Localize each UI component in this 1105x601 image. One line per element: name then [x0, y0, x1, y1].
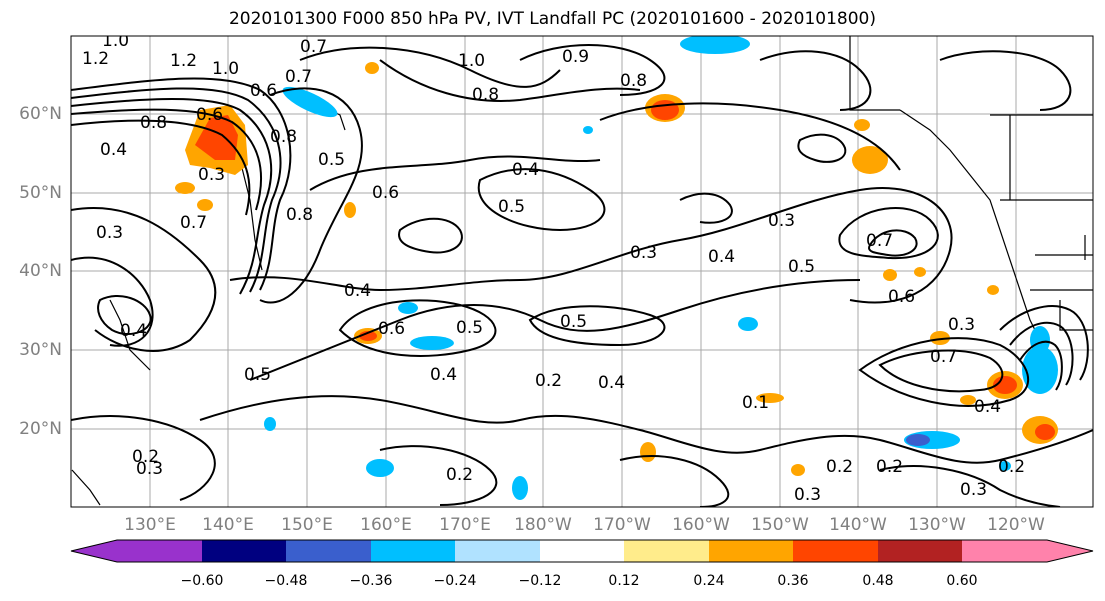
contour-label: 1.0 [212, 59, 239, 79]
contour-label: 0.4 [120, 321, 147, 341]
contour-label: 1.2 [82, 49, 109, 69]
contour-label: 0.6 [196, 105, 223, 125]
colorbar-bin [286, 540, 371, 562]
colorbar-bin [793, 540, 878, 562]
colorbar-bin [878, 540, 962, 562]
colorbar-outline [70, 539, 1094, 563]
map-title: 2020101300 F000 850 hPa PV, IVT Landfall… [228, 9, 876, 29]
colorbar-extend-high [1047, 540, 1093, 562]
contour-label: 0.5 [318, 150, 345, 170]
lon-label: 120°W [987, 515, 1045, 535]
lon-label: 150°E [281, 515, 333, 535]
colorbar-tick-label: 0.60 [946, 573, 978, 589]
colorbar-tick-label: −0.36 [349, 573, 393, 589]
colorbar-bin [624, 540, 709, 562]
colorbar-bin [962, 540, 1047, 562]
contour-label: 0.6 [250, 81, 277, 101]
pv-contours [71, 44, 1093, 507]
contour-label: 0.4 [430, 365, 457, 385]
lon-label: 160°W [672, 515, 730, 535]
contour-label: 0.7 [866, 231, 893, 251]
colorbar [70, 539, 1094, 563]
lon-label: 160°E [360, 515, 412, 535]
contour-label: 0.8 [270, 127, 297, 147]
lat-label: 50°N [19, 183, 62, 203]
contour-label: 0.9 [562, 47, 589, 67]
contour-label: 0.7 [930, 347, 957, 367]
contour-label: 0.3 [96, 223, 123, 243]
contour-label: 0.8 [286, 205, 313, 225]
colorbar-tick-label: −0.48 [264, 573, 308, 589]
contour-label: 0.4 [974, 397, 1001, 417]
lon-label: 150°W [751, 515, 809, 535]
contour-labels: 1.0 1.2 1.2 1.0 0.7 1.0 0.8 0.6 0.6 0.7 … [82, 31, 1025, 505]
contour-label: 0.3 [198, 165, 225, 185]
contour-label: 0.1 [742, 393, 769, 413]
contour-label: 0.2 [826, 457, 853, 477]
contour-label: 0.4 [708, 247, 735, 267]
lon-label: 130°E [124, 515, 176, 535]
colorbar-tick-label: 0.36 [777, 573, 809, 589]
contour-label: 1.0 [102, 31, 129, 51]
lon-label: 170°W [593, 515, 651, 535]
contour-label: 0.8 [140, 113, 167, 133]
colorbar-bin [455, 540, 540, 562]
contour-label: 0.3 [794, 485, 821, 505]
contour-label: 0.5 [498, 197, 525, 217]
lon-label: 140°E [202, 515, 254, 535]
contour-label: 0.6 [372, 183, 399, 203]
lat-label: 20°N [19, 419, 62, 439]
contour-label: 0.7 [300, 37, 327, 57]
colorbar-tick-label: 0.48 [862, 573, 894, 589]
contour-label: 0.2 [876, 457, 903, 477]
contour-label: 0.5 [244, 365, 271, 385]
lon-label: 180°W [514, 515, 572, 535]
contour-label: 0.4 [344, 281, 371, 301]
contour-label: 0.6 [888, 287, 915, 307]
colorbar-tick-label: −0.60 [180, 573, 224, 589]
contour-label: 0.8 [472, 85, 499, 105]
contour-label: 0.7 [180, 213, 207, 233]
colorbar-tick-label: −0.24 [433, 573, 477, 589]
colorbar-bin [117, 540, 202, 562]
contour-label: 0.5 [456, 318, 483, 338]
colorbar-extend-low [71, 540, 117, 562]
contour-label: 0.3 [768, 211, 795, 231]
lat-label: 40°N [19, 261, 62, 281]
contour-label: 0.5 [788, 257, 815, 277]
contour-label: 0.3 [948, 315, 975, 335]
colorbar-tick-label: 0.12 [608, 573, 640, 589]
contour-label: 0.2 [446, 465, 473, 485]
contour-label: 1.2 [170, 51, 197, 71]
contour-label: 0.4 [512, 160, 539, 180]
map-plot-area: 1.0 1.2 1.2 1.0 0.7 1.0 0.8 0.6 0.6 0.7 … [71, 31, 1093, 507]
contour-label: 0.2 [998, 457, 1025, 477]
colorbar-bin [709, 540, 793, 562]
contour-label: 0.3 [630, 243, 657, 263]
lon-label: 140°W [829, 515, 887, 535]
contour-label: 0.5 [560, 312, 587, 332]
contour-label: 0.2 [132, 447, 159, 467]
contour-label: 0.3 [960, 480, 987, 500]
colorbar-tick-label: −0.12 [518, 573, 562, 589]
plot-frame [70, 35, 1094, 508]
contour-label: 0.4 [100, 140, 127, 160]
colorbar-bin [202, 540, 286, 562]
lon-label: 170°E [439, 515, 491, 535]
contour-label: 1.0 [458, 51, 485, 71]
contour-label: 0.7 [285, 67, 312, 87]
lat-label: 60°N [19, 104, 62, 124]
contour-label: 0.4 [598, 373, 625, 393]
contour-label: 0.6 [378, 319, 405, 339]
contour-label: 0.8 [620, 71, 647, 91]
lon-label: 130°W [908, 515, 966, 535]
colorbar-bin [371, 540, 455, 562]
colorbar-bin [540, 540, 624, 562]
colorbar-tick-label: 0.24 [693, 573, 725, 589]
lat-label: 30°N [19, 340, 62, 360]
contour-label: 0.2 [535, 371, 562, 391]
contour-label: 0.3 [136, 459, 163, 479]
